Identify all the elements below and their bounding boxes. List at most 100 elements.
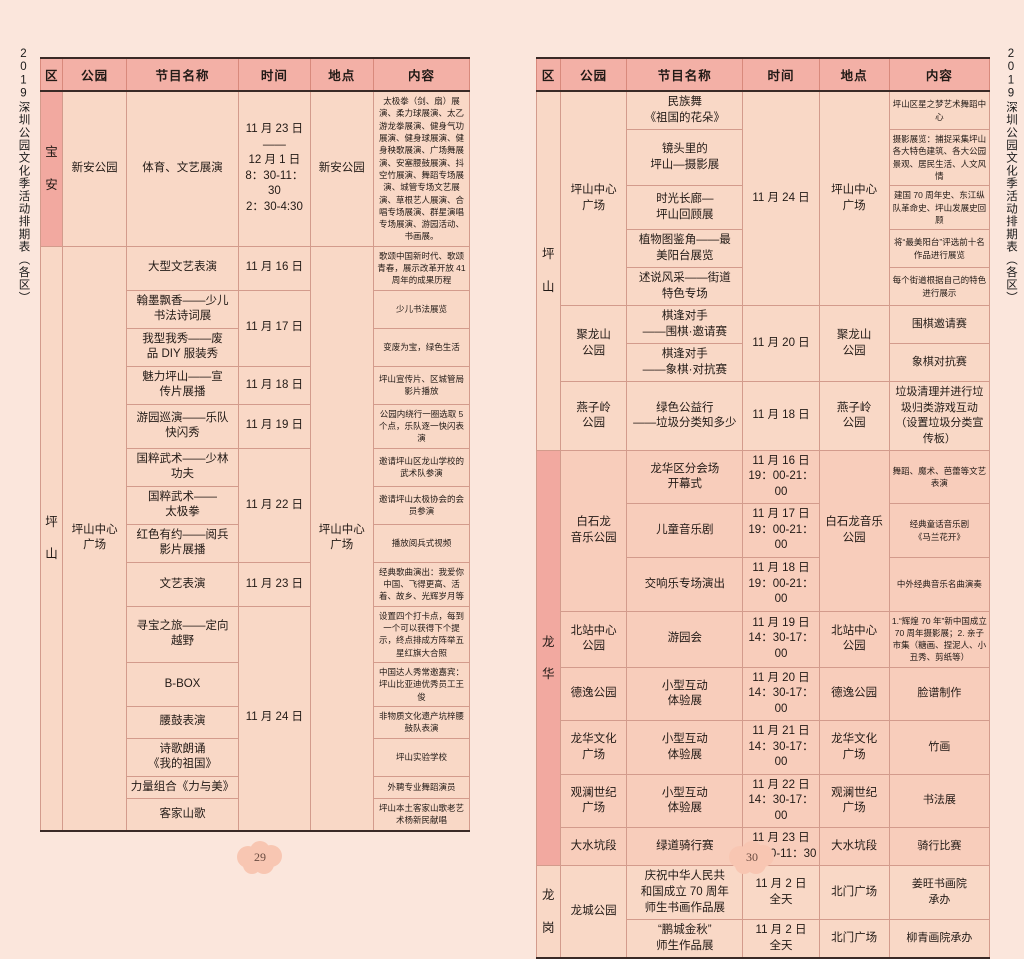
- content-cell: 少儿书法展览: [372, 289, 471, 329]
- col-district: 区: [535, 58, 562, 92]
- content-cell: 经典歌曲演出：我爱你中国、飞得更高、活着、故乡、光辉岁月等: [372, 561, 471, 607]
- right-page: 2019深圳公园文化季活动排期表（各区） 区 公园 节目名称 时间 地点 内容: [512, 0, 1024, 959]
- place-cell: 白石龙音乐 公园: [818, 449, 890, 612]
- flower-badge-icon: [729, 841, 774, 874]
- content-cell: 脸谱制作: [888, 666, 991, 722]
- col-district: 区: [39, 58, 64, 92]
- program-cell: 棋逢对手 ——围棋·邀请赛: [626, 305, 744, 345]
- col-program: 节目名称: [626, 58, 744, 92]
- schedule-table-left: 区 公园 节目名称 时间 地点 内容 宝 安 新安公园 体育、文艺展演 11 月: [39, 57, 471, 832]
- program-cell: 力量组合《力与美》: [125, 775, 240, 800]
- park-cell: 白石龙 音乐公园: [560, 449, 628, 612]
- book-spread: 2019深圳公园文化季活动排期表（各区） 区 公园 节目名称 时间 地点 内容: [17, 0, 1024, 959]
- time-cell: 11 月 19 日: [238, 403, 311, 449]
- place-cell: 聚龙山 公园: [818, 305, 890, 383]
- content-cell: 象棋对抗赛: [888, 343, 991, 383]
- park-cell: 坪山中心 广场: [62, 245, 127, 832]
- table-row: 腰鼓表演 非物质文化遗产坑梓腰鼓队表演: [41, 705, 471, 739]
- program-cell: 小型互动 体验展: [626, 720, 744, 775]
- content-cell: 每个街道根据自己的特色进行展示: [888, 267, 991, 307]
- col-content: 内容: [888, 58, 991, 92]
- table-row: 植物图鉴角——最 美阳台展览 将“最美阳台”评选前十名作品进行展览: [537, 229, 991, 269]
- program-cell: 国粹武术——少林 功夫: [125, 447, 240, 487]
- time-cell: 11 月 17 日: [238, 289, 311, 367]
- table-row: B-BOX 中国达人秀常邀嘉宾：坪山比亚迪优秀员工王俊: [41, 662, 471, 707]
- content-cell: 非物质文化遗产坑梓腰鼓队表演: [372, 705, 471, 739]
- table-row: 寻宝之旅——定向 越野 11 月 24 日 设置四个打卡点，每到一个可以获得下个提…: [41, 605, 471, 832]
- time-cell: 11 月 18 日: [742, 381, 820, 451]
- program-cell: 小型互动 体验展: [626, 666, 744, 722]
- content-cell: 柳青画院承办: [888, 919, 991, 959]
- content-cell: 邀请坪山区龙山学校的武术队参演: [372, 447, 471, 487]
- table-row: 镜头里的 坪山—摄影展 摄影展览：捕捉采集坪山各大特色建筑、各大公园景观、居民生活…: [537, 129, 991, 187]
- district-cell: 坪 山: [39, 245, 64, 832]
- table-row: 客家山歌 坪山本土客家山歌老艺术杨新民献唱: [41, 798, 471, 832]
- time-cell: 11 月 20 日 14：30-17：00: [742, 666, 820, 722]
- time-cell: 11 月 20 日: [742, 305, 820, 383]
- running-title-left: 2019深圳公园文化季活动排期表（各区）: [17, 48, 30, 304]
- program-cell: “鹏城金秋” 师生作品展: [626, 919, 744, 959]
- table-row: 游园巡演——乐队 快闪秀 11 月 19 日 公园内绕行一圈选取 5 个点，乐队逐…: [41, 403, 471, 449]
- district-cell: 龙 岗: [535, 865, 562, 959]
- program-cell: B-BOX: [125, 662, 240, 707]
- program-cell: 绿色公益行 ——垃圾分类知多少: [626, 381, 744, 451]
- table-row: 德逸公园 小型互动 体验展 11 月 20 日 14：30-17：00 德逸公园 脸…: [537, 666, 991, 722]
- page-number-right: 30: [724, 840, 780, 874]
- program-cell: 文艺表演: [125, 561, 240, 607]
- program-cell: 游园巡演——乐队 快闪秀: [125, 403, 240, 449]
- table-row: 聚龙山 公园 棋逢对手 ——围棋·邀请赛 11 月 20 日 聚龙山 公园 围棋邀请赛: [537, 305, 991, 383]
- flower-badge-icon: [237, 841, 282, 874]
- content-cell: 坪山区星之梦艺术舞蹈中心: [888, 90, 991, 131]
- table-row: 交响乐专场演出 11 月 18 日 19：00-21：00 中外经典音乐名曲演奏: [537, 557, 991, 612]
- program-cell: 我型我秀——废品 DIY 服装秀: [125, 327, 240, 367]
- table-header-row: 区 公园 节目名称 时间 地点 内容: [535, 58, 991, 92]
- schedule-body-left: 宝 安 新安公园 体育、文艺展演 11 月 23 日 —— 12 月 1 日 8：30…: [39, 90, 471, 832]
- program-cell: 腰鼓表演: [125, 705, 240, 739]
- col-time: 时间: [238, 58, 311, 92]
- time-cell: 11 月 21 日 14：30-17：00: [742, 720, 820, 775]
- program-cell: 时光长廊— 坪山回顾展: [626, 185, 744, 231]
- program-cell: 植物图鉴角——最 美阳台展览: [626, 229, 744, 269]
- table-row: 诗歌朗诵 《我的祖国》 坪山实验学校: [41, 737, 471, 777]
- schedule-table-left-wrap: 区 公园 节目名称 时间 地点 内容 宝 安 新安公园 体育、文艺展演 11 月: [39, 57, 471, 832]
- program-cell: 民族舞 《祖国的花朵》: [626, 90, 744, 131]
- content-cell: 歌颂中国新时代、歌颂青春，展示改革开放 41 周年的成果历程: [372, 245, 471, 291]
- park-cell: 德逸公园: [560, 666, 628, 722]
- program-cell: 儿童音乐剧: [626, 503, 744, 558]
- park-cell: 燕子岭 公园: [560, 381, 628, 451]
- program-cell: 交响乐专场演出: [626, 557, 744, 612]
- content-cell: 邀请坪山太极协会的会员参演: [372, 485, 471, 525]
- table-row: 大水坑段 绿道骑行赛 11 月 23 日 9：30-11：30 大水坑段 骑行比赛: [537, 827, 991, 867]
- col-park: 公园: [560, 58, 628, 92]
- table-row: 宝 安 新安公园 体育、文艺展演 11 月 23 日 —— 12 月 1 日 8：30…: [39, 90, 471, 247]
- park-cell: 龙华文化 广场: [560, 720, 628, 775]
- program-cell: 国粹武术—— 太极拳: [125, 485, 240, 525]
- program-cell: 诗歌朗诵 《我的祖国》: [125, 737, 240, 777]
- park-cell: 观澜世纪 广场: [560, 773, 628, 829]
- place-cell: 坪山中心 广场: [309, 245, 374, 832]
- program-cell: 绿道骑行赛: [626, 827, 744, 867]
- col-program: 节目名称: [125, 58, 240, 92]
- page-number-left: 29: [232, 840, 288, 874]
- program-cell: 客家山歌: [125, 798, 240, 832]
- program-cell: 翰墨飘香——少儿 书法诗词展: [125, 289, 240, 329]
- table-row: 我型我秀——废品 DIY 服装秀 变废为宝，绿色生活: [41, 327, 471, 367]
- content-cell: 经典童话音乐剧 《马兰花开》: [888, 503, 991, 558]
- table-row: 坪 山 坪山中心 广场 大型文艺表演 11 月 16 日 坪山中心 广场 歌颂中国新…: [39, 245, 471, 832]
- park-cell: 聚龙山 公园: [560, 305, 628, 383]
- program-cell: 庆祝中华人民共 和国成立 70 周年 师生书画作品展: [626, 865, 744, 921]
- park-cell: 坪山中心 广场: [560, 90, 628, 307]
- time-cell: 11 月 16 日: [238, 245, 311, 291]
- place-cell: 北站中心 公园: [818, 610, 890, 668]
- program-cell: 棋逢对手 ——象棋·对抗赛: [626, 343, 744, 383]
- content-cell: 变废为宝，绿色生活: [372, 327, 471, 367]
- program-cell: 镜头里的 坪山—摄影展: [626, 129, 744, 187]
- place-cell: 北门广场: [818, 919, 890, 959]
- time-cell: 11 月 22 日 14：30-17：00: [742, 773, 820, 829]
- content-cell: 1.“辉煌 70 年”新中国成立 70 周年摄影展；2. 亲子市集（糖画、捏泥人…: [888, 610, 991, 668]
- content-cell: 将“最美阳台”评选前十名作品进行展览: [888, 229, 991, 269]
- col-time: 时间: [742, 58, 820, 92]
- content-cell: 建国 70 周年史、东江纵队革命史、坪山发展史回顾: [888, 185, 991, 231]
- park-cell: 新安公园: [62, 90, 127, 247]
- content-cell: 坪山宣传片、区城管局影片播放: [372, 365, 471, 405]
